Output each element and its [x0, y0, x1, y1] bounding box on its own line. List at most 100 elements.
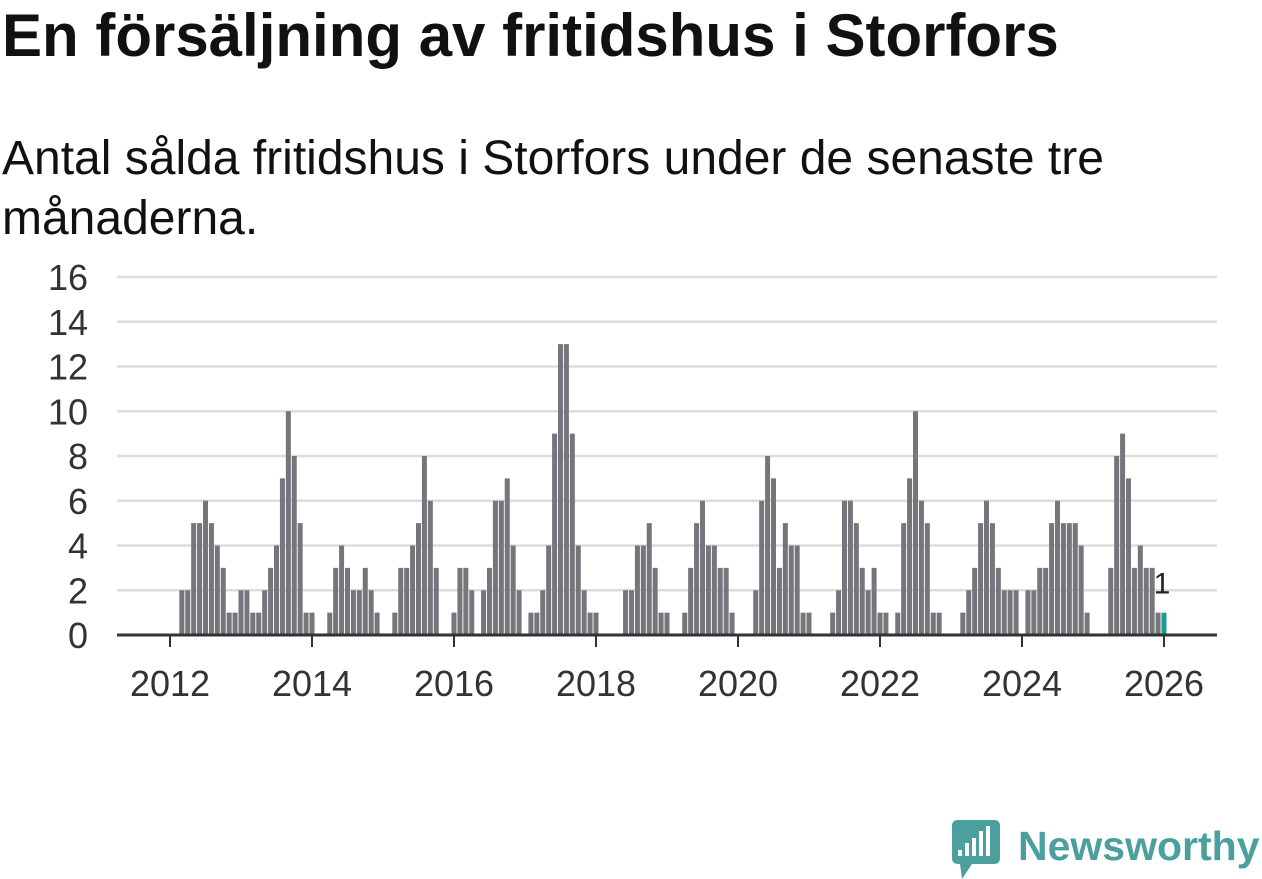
bar	[416, 523, 421, 635]
bar	[350, 590, 356, 635]
bar	[978, 523, 984, 635]
bar	[575, 545, 581, 635]
bar	[907, 478, 913, 635]
bar	[593, 612, 599, 635]
bar	[936, 612, 942, 635]
bar	[327, 612, 333, 635]
bar	[516, 590, 522, 635]
bar	[984, 500, 989, 635]
bar	[1013, 590, 1019, 635]
bar	[924, 523, 930, 635]
bar	[800, 612, 806, 635]
bar	[392, 612, 398, 635]
bar	[362, 567, 368, 635]
bar	[913, 411, 918, 635]
newsworthy-logo: Newsworthy	[952, 820, 1260, 879]
bar	[1049, 523, 1055, 635]
bar	[865, 590, 871, 635]
bar	[729, 612, 735, 635]
highlight-value-label: 1	[1154, 568, 1171, 601]
bar	[510, 545, 516, 635]
bar	[771, 478, 776, 635]
bar	[451, 612, 457, 635]
bar	[546, 545, 552, 635]
bar	[285, 411, 291, 635]
bar	[623, 590, 629, 635]
bar	[558, 344, 563, 635]
x-axis-labels: 2012 2014 2016 2018 2020 2022 2024 2026	[130, 663, 1204, 704]
bar	[1108, 567, 1114, 635]
bar	[563, 344, 569, 635]
bar	[238, 590, 244, 635]
bar	[753, 590, 759, 635]
logo-bar	[958, 850, 962, 856]
logo-bar	[979, 831, 983, 856]
bar	[1137, 545, 1143, 635]
bar	[398, 567, 404, 635]
bar	[552, 433, 558, 635]
bar	[776, 567, 782, 635]
bar	[504, 478, 510, 635]
y-tick-label: 6	[68, 481, 88, 522]
bar	[960, 612, 966, 635]
bar	[191, 523, 197, 635]
bar	[782, 523, 788, 635]
bar	[634, 545, 640, 635]
bar	[966, 590, 972, 635]
bar	[279, 478, 285, 635]
bar	[1037, 567, 1043, 635]
bar	[226, 612, 232, 635]
y-tick-label: 14	[48, 302, 88, 343]
x-axis	[117, 633, 1217, 647]
x-tick-label: 2012	[130, 663, 210, 704]
bar	[1031, 590, 1037, 635]
bar	[1078, 545, 1084, 635]
chart-subtitle: Antal sålda fritidshus i Storfors under …	[2, 132, 1104, 245]
bar	[197, 523, 203, 635]
bar	[1055, 500, 1060, 635]
bar	[463, 567, 469, 635]
bar	[700, 500, 705, 635]
bar	[587, 612, 593, 635]
bar	[220, 567, 226, 635]
bar	[788, 545, 794, 635]
bar	[374, 612, 380, 635]
bar	[333, 567, 339, 635]
x-tick-label: 2026	[1124, 663, 1204, 704]
bar	[356, 590, 362, 635]
bar	[368, 590, 374, 635]
bar	[1084, 612, 1090, 635]
x-tick-label: 2014	[272, 663, 352, 704]
bar	[765, 456, 771, 635]
bar	[492, 500, 498, 635]
bar	[268, 567, 274, 635]
bar	[410, 545, 416, 635]
bar	[723, 567, 729, 635]
bar	[717, 567, 723, 635]
bar	[303, 612, 309, 635]
bar-highlighted	[1161, 612, 1167, 635]
bar	[1131, 567, 1137, 635]
bar	[534, 612, 540, 635]
bar	[427, 500, 433, 635]
bar	[646, 523, 652, 635]
bar	[989, 523, 995, 635]
bar	[883, 612, 889, 635]
bar	[179, 590, 185, 635]
bar	[1149, 567, 1155, 635]
bar	[877, 612, 883, 635]
bar	[232, 612, 238, 635]
bar	[629, 590, 634, 635]
bar	[274, 545, 279, 635]
x-tick-label: 2022	[840, 663, 920, 704]
bar	[581, 590, 587, 635]
bar	[705, 545, 711, 635]
bar	[421, 456, 427, 635]
y-tick-label: 16	[48, 257, 88, 298]
bar	[1001, 590, 1007, 635]
bar	[1060, 523, 1066, 635]
bar	[640, 545, 646, 635]
bar	[711, 545, 717, 635]
bar	[1126, 478, 1131, 635]
x-tick-label: 2020	[698, 663, 778, 704]
